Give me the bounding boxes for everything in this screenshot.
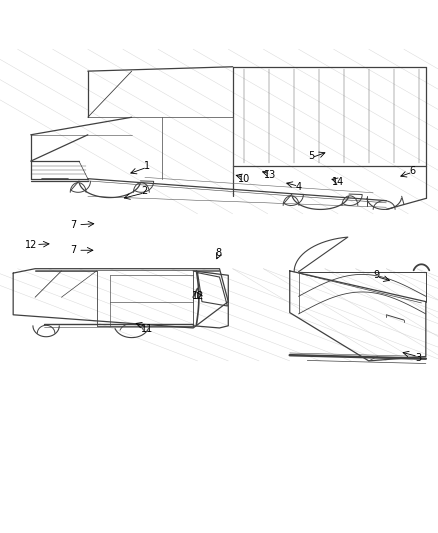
Text: 11: 11 xyxy=(141,324,153,334)
Text: 8: 8 xyxy=(215,248,221,259)
Text: 7: 7 xyxy=(71,245,77,255)
Text: 5: 5 xyxy=(308,151,314,161)
Text: 4: 4 xyxy=(295,182,301,192)
Text: 7: 7 xyxy=(71,220,77,230)
Text: 3: 3 xyxy=(414,353,420,363)
Text: 13: 13 xyxy=(263,170,276,180)
Text: 6: 6 xyxy=(409,166,415,176)
Text: 1: 1 xyxy=(144,160,150,171)
Text: 12: 12 xyxy=(25,239,37,249)
Text: 14: 14 xyxy=(331,177,343,187)
Text: 9: 9 xyxy=(373,270,379,280)
Text: 12: 12 xyxy=(192,292,204,301)
Text: 10: 10 xyxy=(237,174,249,184)
Text: 2: 2 xyxy=(141,186,148,196)
